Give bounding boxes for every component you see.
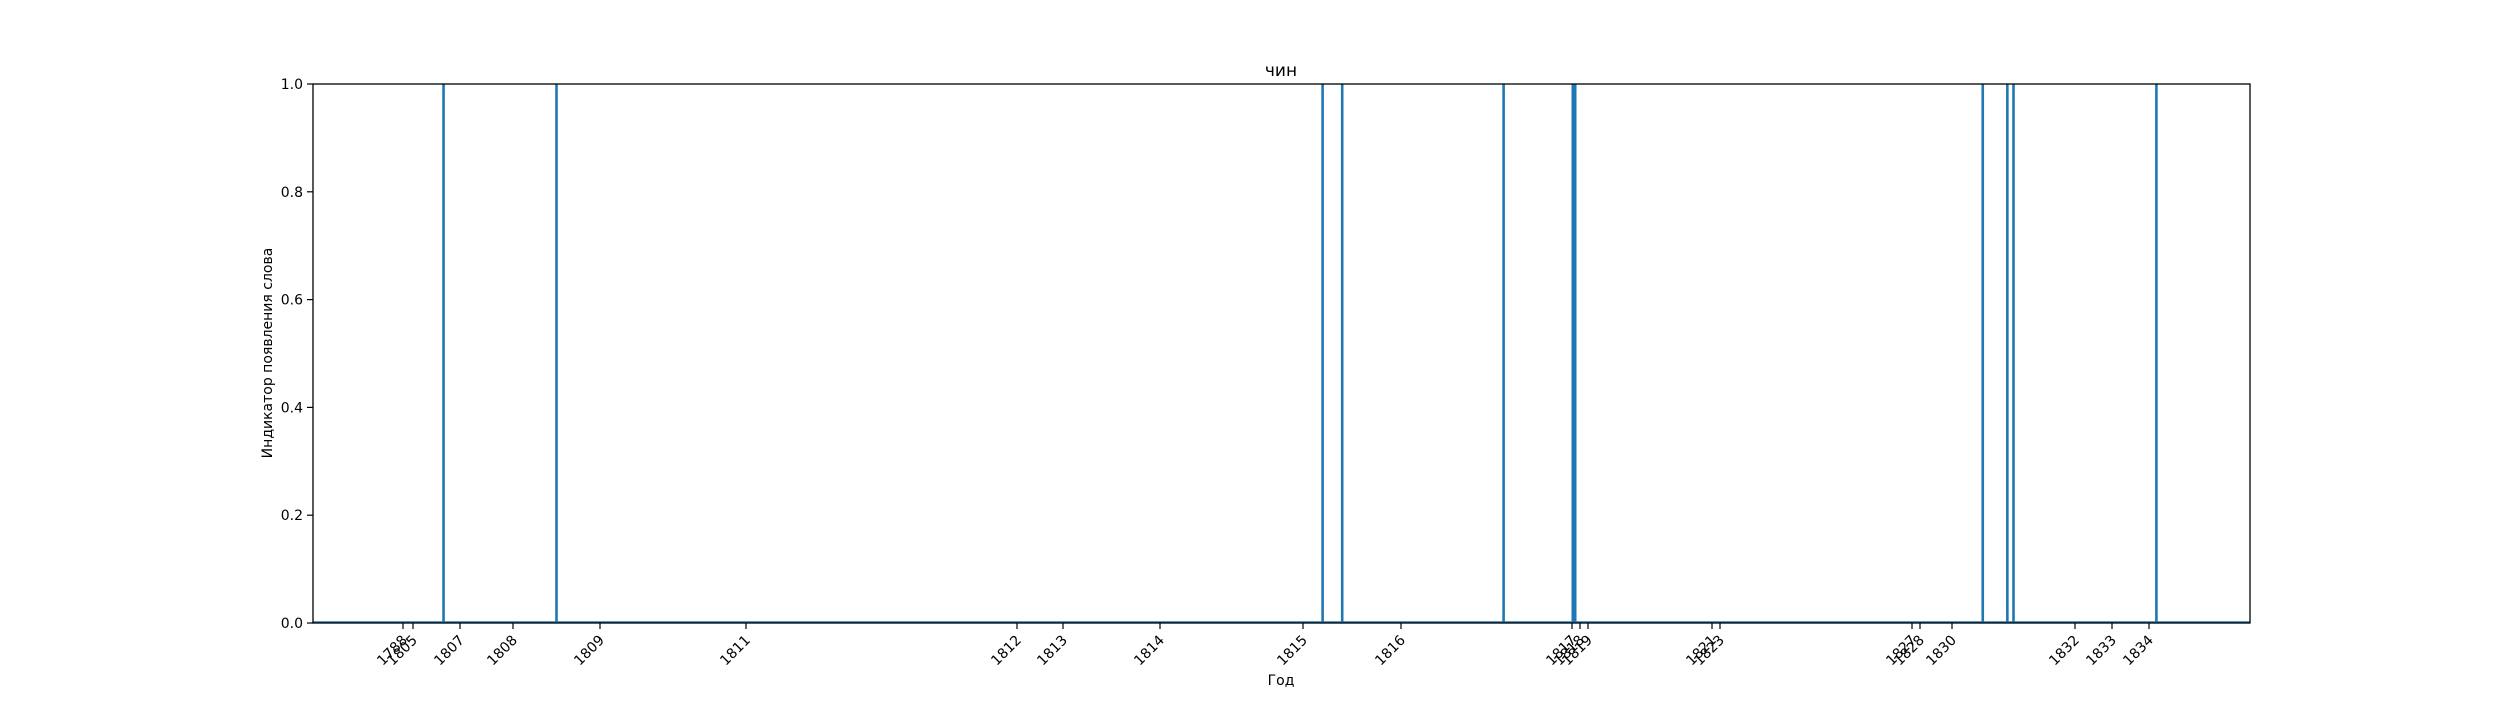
y-tick-label: 1.0 (281, 77, 303, 93)
y-tick-label: 0.8 (281, 185, 303, 201)
y-tick-label: 0.0 (281, 616, 303, 632)
bars-layer (313, 84, 2250, 623)
y-axis: 0.0 0.2 0.4 0.6 0.8 1.0 (281, 77, 313, 632)
plot-frame (312, 83, 2251, 624)
chart-title: чин (1265, 61, 1297, 81)
y-tick-label: 0.2 (281, 508, 303, 524)
x-axis-label: Год (1268, 673, 1295, 689)
y-axis-label: Индикатор появления слова (260, 248, 276, 459)
y-tick-label: 0.6 (281, 293, 303, 309)
y-tick-label: 0.4 (281, 400, 303, 416)
